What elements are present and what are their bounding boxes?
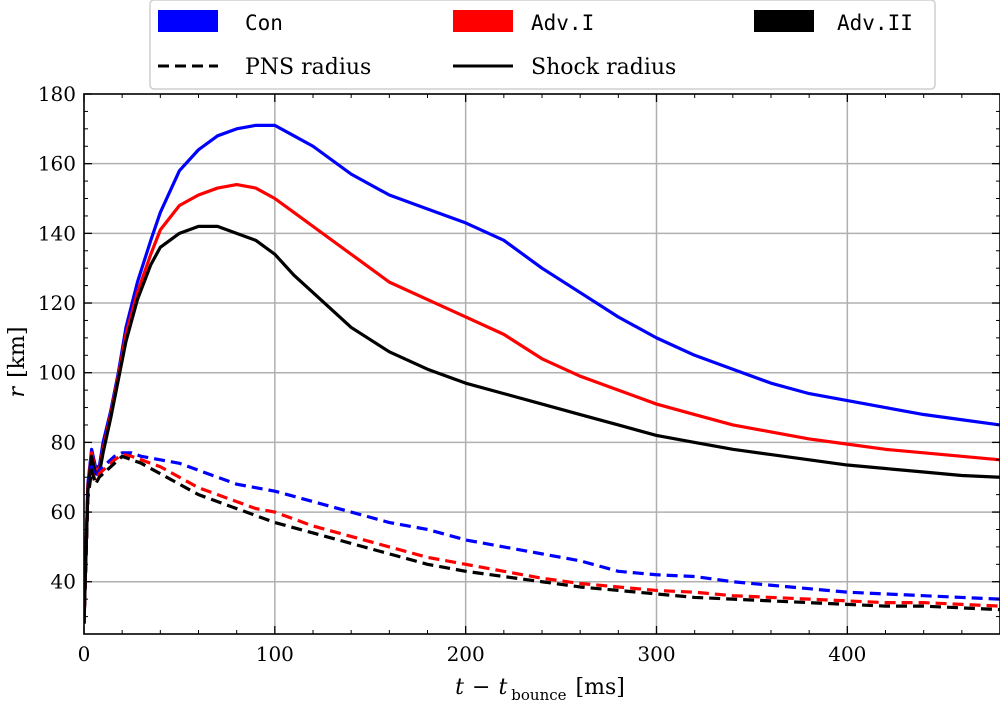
y-tick-label: 160 <box>38 152 76 176</box>
x-axis-label-sub-var: t <box>498 675 507 700</box>
x-tick-labels: 0 100 200 300 400 <box>78 642 867 666</box>
y-tick-label: 100 <box>38 361 76 385</box>
y-tick-labels: 40 60 80 100 120 140 160 180 <box>38 82 76 594</box>
series-adv-ii-pns-line <box>84 454 1000 624</box>
grid <box>84 94 1000 634</box>
y-axis-label: r [km] <box>5 327 30 398</box>
y-tick-label: 180 <box>38 82 76 106</box>
y-axis-label-var: r <box>5 385 30 397</box>
legend-box <box>149 0 936 90</box>
legend-label-con: Con <box>245 11 283 35</box>
x-tick-label: 200 <box>447 642 485 666</box>
legend-label-adv-i: Adv.I <box>531 11 594 35</box>
legend-label-shock: Shock radius <box>531 55 676 80</box>
x-axis-label-var: t <box>455 675 464 700</box>
ticks <box>83 93 1000 634</box>
legend-label-pns: PNS radius <box>245 55 371 80</box>
x-tick-label: 100 <box>256 642 294 666</box>
y-axis-label-unit: [km] <box>5 327 30 378</box>
y-tick-label: 40 <box>51 570 76 594</box>
legend: Con Adv.I Adv.II PNS radius Shock radius <box>149 0 936 90</box>
legend-label-adv-ii: Adv.II <box>837 11 913 35</box>
series-adv-ii-shock-line <box>84 224 1000 624</box>
series-adv-i-pns-line <box>84 452 1000 624</box>
series-group <box>84 123 1000 624</box>
legend-swatch-adv-i <box>453 10 513 32</box>
x-tick-label: 400 <box>828 642 866 666</box>
x-axis-label: t − t bounce [ms] <box>455 675 625 703</box>
x-tick-label: 300 <box>637 642 675 666</box>
legend-swatch-adv-ii <box>754 10 814 32</box>
y-tick-label: 60 <box>51 500 76 524</box>
series-con-pns-line <box>84 451 1000 624</box>
legend-swatch-con <box>158 10 218 32</box>
x-axis-label-subscript: bounce <box>511 686 566 703</box>
y-tick-label: 120 <box>38 291 76 315</box>
x-tick-label: 0 <box>78 642 91 666</box>
x-axis-label-unit: [ms] <box>576 675 625 700</box>
y-tick-label: 140 <box>38 221 76 245</box>
y-tick-label: 80 <box>51 430 76 454</box>
